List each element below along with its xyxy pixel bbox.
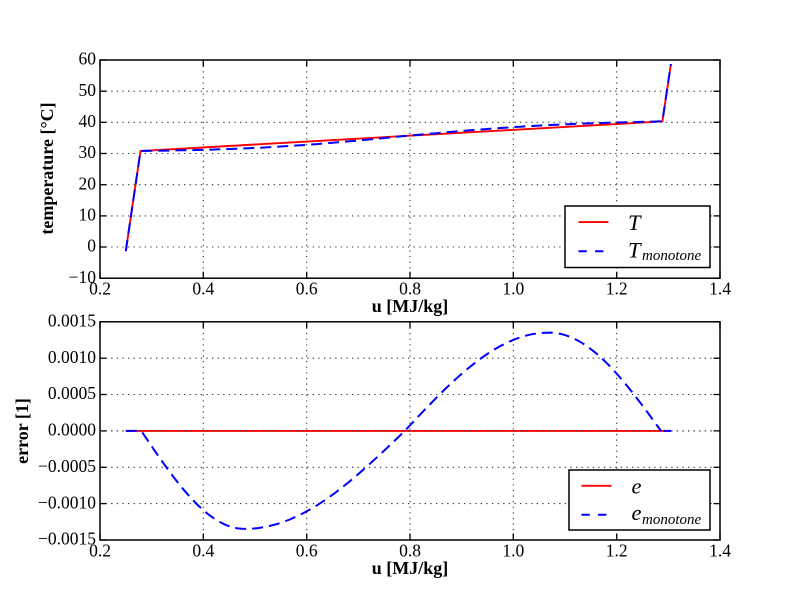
svg-text:u [MJ/kg]: u [MJ/kg] — [372, 558, 449, 578]
svg-text:0.8: 0.8 — [399, 540, 421, 560]
svg-text:60: 60 — [79, 49, 97, 69]
svg-text:0.0000: 0.0000 — [48, 420, 96, 440]
svg-text:0.0015: 0.0015 — [48, 311, 96, 331]
svg-text:monotone: monotone — [642, 512, 702, 528]
svg-text:1.2: 1.2 — [606, 279, 628, 299]
svg-text:0.4: 0.4 — [192, 540, 214, 560]
svg-text:0.2: 0.2 — [89, 540, 111, 560]
svg-text:u [MJ/kg]: u [MJ/kg] — [372, 296, 449, 316]
svg-text:0.4: 0.4 — [192, 279, 214, 299]
svg-text:40: 40 — [79, 111, 97, 131]
svg-text:e: e — [632, 500, 642, 525]
svg-text:1.0: 1.0 — [502, 540, 524, 560]
svg-text:error [1]: error [1] — [12, 398, 32, 464]
svg-text:0.6: 0.6 — [296, 540, 318, 560]
svg-text:10: 10 — [79, 205, 97, 225]
svg-text:1.0: 1.0 — [502, 279, 524, 299]
svg-text:−0.0015: −0.0015 — [38, 529, 96, 549]
svg-text:T: T — [628, 210, 642, 235]
svg-text:monotone: monotone — [642, 248, 702, 264]
svg-text:−10: −10 — [69, 267, 97, 287]
svg-text:50: 50 — [79, 80, 97, 100]
svg-text:1.4: 1.4 — [709, 279, 731, 299]
svg-text:1.4: 1.4 — [709, 540, 731, 560]
svg-text:0.6: 0.6 — [296, 279, 318, 299]
svg-text:0.8: 0.8 — [399, 279, 421, 299]
svg-text:1.2: 1.2 — [606, 540, 628, 560]
svg-text:0: 0 — [87, 236, 96, 256]
svg-text:−0.0010: −0.0010 — [38, 492, 96, 512]
svg-text:0.0005: 0.0005 — [48, 383, 96, 403]
svg-text:20: 20 — [79, 173, 97, 193]
svg-text:−0.0005: −0.0005 — [38, 456, 96, 476]
svg-text:temperature [°C]: temperature [°C] — [37, 102, 57, 234]
svg-text:0.0010: 0.0010 — [48, 347, 96, 367]
svg-text:T: T — [628, 238, 642, 263]
svg-text:e: e — [632, 473, 642, 498]
svg-text:30: 30 — [79, 142, 97, 162]
svg-text:0.2: 0.2 — [89, 279, 111, 299]
